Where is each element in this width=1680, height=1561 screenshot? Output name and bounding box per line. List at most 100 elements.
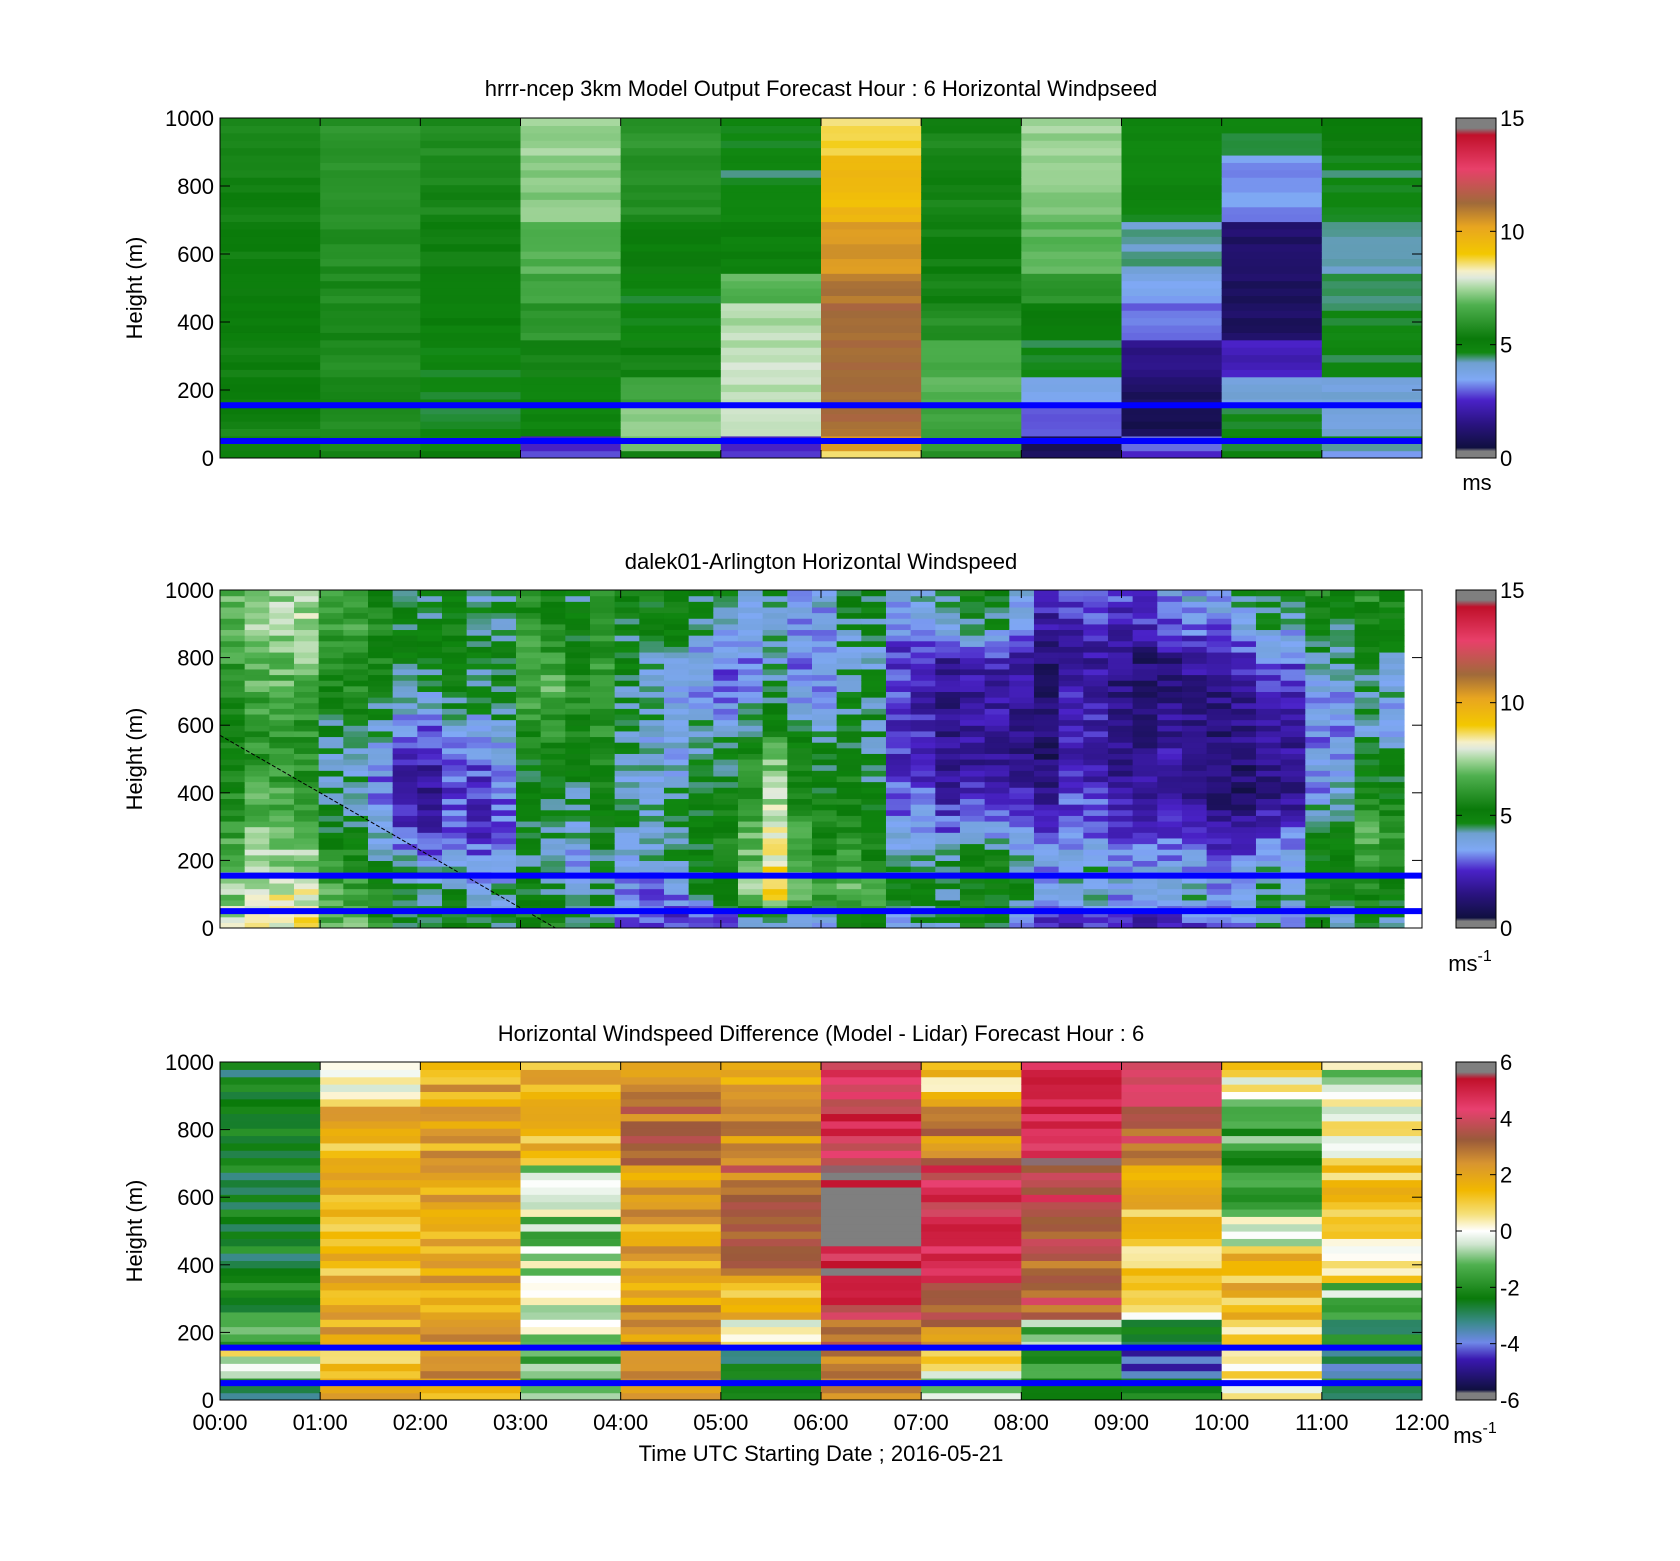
heatmap-cell [614, 849, 640, 856]
heatmap-cell [540, 612, 566, 619]
heatmap-cell [1132, 618, 1158, 625]
heatmap-cell [688, 911, 714, 918]
heatmap-cell [565, 798, 591, 805]
heatmap-cell [1157, 702, 1183, 709]
heatmap-cell [320, 339, 421, 348]
heatmap-cell [269, 618, 295, 625]
heatmap-cell [720, 413, 822, 422]
heatmap-cell [836, 770, 862, 777]
heatmap-cell [368, 590, 394, 597]
heatmap-cell [589, 804, 616, 811]
heatmap-cell [811, 775, 838, 783]
heatmap-cell [620, 221, 722, 230]
heatmap-cell [639, 713, 665, 721]
heatmap-cell [1280, 922, 1306, 928]
heatmap-cell [921, 384, 1022, 393]
heatmap-cell [921, 1164, 1022, 1173]
heatmap-cell [921, 1231, 1022, 1239]
heatmap-cell [1132, 854, 1158, 861]
heatmap-cell [417, 911, 443, 918]
heatmap-cell [491, 590, 517, 597]
heatmap-cell [1321, 1062, 1422, 1070]
heatmap-cell [720, 1157, 822, 1166]
heatmap-cell [921, 1355, 1022, 1364]
y-axis-label: Height (m) [122, 237, 147, 340]
heatmap-cell [639, 759, 665, 766]
heatmap-cell [220, 191, 321, 200]
x-tick-label: 12:00 [1394, 1410, 1449, 1435]
heatmap-cell [921, 184, 1022, 193]
heatmap-cell [392, 888, 418, 895]
heatmap-cell [318, 916, 344, 923]
heatmap-cell [821, 361, 922, 370]
heatmap-cell [420, 1135, 522, 1144]
heatmap-cell [1329, 759, 1356, 766]
heatmap-cell [821, 406, 922, 415]
heatmap-cell [520, 206, 622, 215]
heatmap-cell [811, 730, 838, 738]
heatmap-cell [787, 916, 813, 923]
heatmap-cell [620, 450, 722, 458]
heatmap-cell [910, 640, 936, 647]
heatmap-cell [220, 877, 246, 884]
heatmap-cell [420, 428, 522, 437]
heatmap-cell [220, 815, 246, 822]
heatmap-cell [1157, 815, 1183, 822]
heatmap-cell [318, 742, 344, 749]
heatmap-cell [762, 629, 788, 636]
heatmap-cell [320, 376, 421, 385]
heatmap-cell [368, 725, 394, 732]
heatmap-cell [836, 860, 862, 867]
heatmap-cell [836, 702, 862, 709]
heatmap-cell [1083, 668, 1109, 676]
heatmap-cell [368, 753, 394, 760]
heatmap-cell [1121, 251, 1223, 260]
colorbar-tick-label: -4 [1500, 1332, 1520, 1357]
heatmap-cell [1157, 770, 1183, 777]
heatmap-cell [491, 708, 517, 715]
heatmap-cell [1009, 787, 1035, 794]
heatmap-cell [1305, 651, 1331, 659]
heatmap-cell [1009, 781, 1035, 788]
heatmap-cell [520, 1062, 622, 1070]
heatmap-cell [762, 911, 788, 918]
heatmap-cell [836, 606, 862, 614]
heatmap-cell [984, 888, 1010, 895]
heatmap-cell [836, 618, 862, 625]
heatmap-cell [1221, 1370, 1323, 1379]
heatmap-cell [720, 428, 822, 437]
heatmap-cell [1009, 753, 1035, 760]
heatmap-cell [1321, 1311, 1422, 1320]
heatmap-cell [836, 882, 862, 890]
heatmap-cell [1255, 612, 1282, 619]
heatmap-cell [885, 888, 912, 895]
heatmap-cell [688, 618, 714, 625]
colorbar-tick-label: -6 [1500, 1388, 1520, 1413]
heatmap-cell [921, 228, 1022, 237]
heatmap-cell [441, 809, 468, 816]
heatmap-cell [836, 922, 862, 928]
heatmap-cell [688, 713, 714, 721]
heatmap-cell [787, 798, 813, 805]
heatmap-cell [910, 595, 936, 602]
heatmap-cell [1132, 646, 1158, 653]
heatmap-cell [1280, 719, 1306, 726]
heatmap-cell [368, 899, 394, 907]
heatmap-cell [688, 606, 714, 614]
heatmap-cell [1009, 623, 1035, 631]
heatmap-cell [910, 809, 936, 816]
heatmap-cell [1009, 651, 1035, 659]
heatmap-cell [368, 849, 394, 856]
heatmap-cell [620, 1275, 722, 1284]
heatmap-cell [713, 759, 739, 766]
heatmap-cell [959, 888, 986, 895]
heatmap-cell [220, 1186, 321, 1195]
heatmap-cell [220, 1135, 321, 1144]
heatmap-cell [1181, 775, 1208, 783]
heatmap-cell [821, 273, 922, 282]
heatmap-cell [520, 1150, 622, 1159]
heatmap-cell [663, 623, 690, 631]
heatmap-cell [737, 601, 764, 608]
heatmap-cell [811, 736, 838, 743]
heatmap-cell [318, 804, 344, 811]
